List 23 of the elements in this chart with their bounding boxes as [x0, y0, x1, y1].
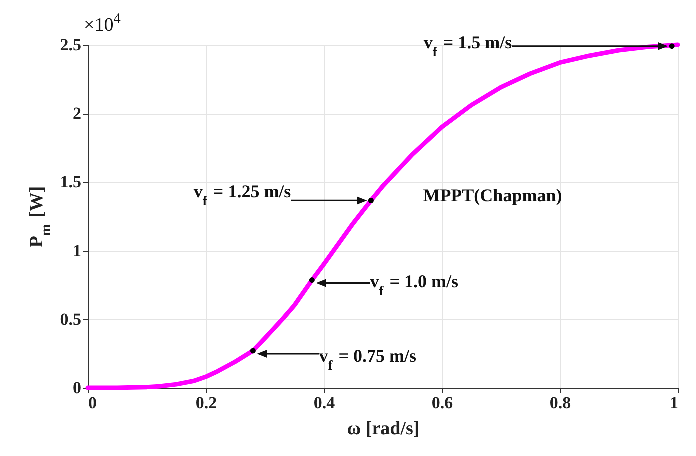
annotation: v$_{f}$ = 1.25 m/s — [194, 182, 292, 208]
x-tick-label: 0.6 — [432, 394, 454, 412]
point — [309, 278, 315, 284]
x-tick-label: 0.4 — [314, 394, 336, 412]
x-tick-label: 0.8 — [550, 394, 572, 412]
y-tick-label: 1.5 — [60, 172, 82, 192]
point — [250, 348, 256, 354]
y-tick-label: 0.5 — [60, 310, 82, 329]
annotation: MPPT(Chapman) — [423, 186, 562, 206]
annotation: v$_{f}$ = 1.0 m/s — [370, 271, 458, 298]
point — [368, 198, 374, 204]
y-tick-label: 0 — [73, 378, 82, 398]
point — [669, 44, 675, 50]
x-tick-label: 0.2 — [196, 394, 218, 412]
x-tick-label: 1 — [670, 394, 678, 412]
y-tick-label: 2 — [73, 104, 82, 124]
annotation: v$_{f}$ = 0.75 m/s — [319, 346, 416, 372]
x-tick-label: 0 — [88, 394, 97, 412]
annotation: v$_{f}$ = 1.5 m/s — [424, 32, 512, 59]
y-tick-label: 1 — [73, 241, 82, 260]
x-axis-title: ω [rad/s] — [347, 418, 420, 440]
y-tick-label: 2.5 — [60, 36, 82, 54]
text: ×10$^{4}$ — [84, 11, 121, 36]
